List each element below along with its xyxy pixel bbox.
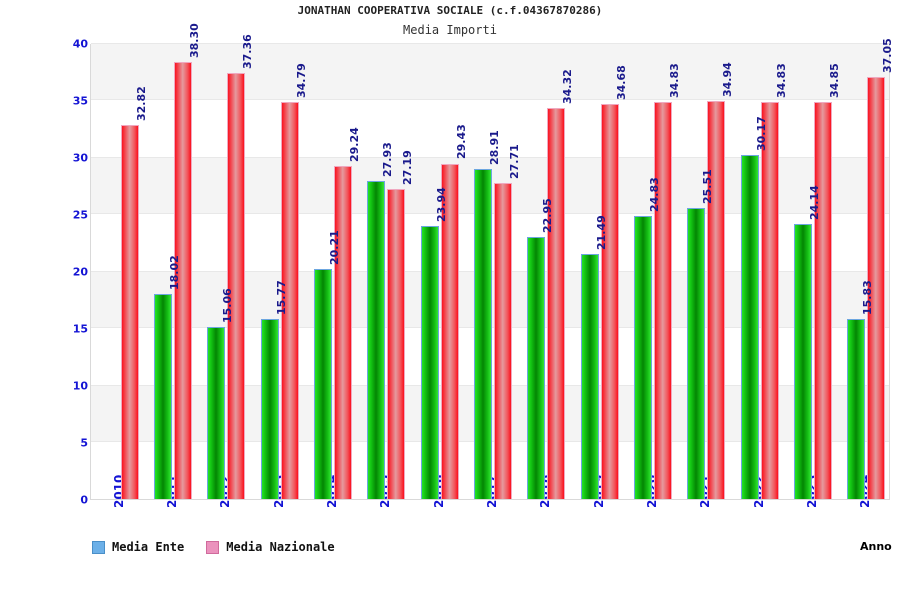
x-axis-label: Anno: [860, 540, 892, 553]
bar-value-label-media-nazionale-2021: 34.94: [721, 61, 735, 97]
bar-value-label-media-nazionale-2010: 32.82: [134, 86, 148, 121]
bar-value-label-media-ente-2016: 23.94: [434, 187, 448, 223]
y-axis-tick-label: 15: [72, 322, 88, 336]
bar-media-ente-2022[interactable]: [740, 155, 759, 499]
bar-media-nazionale-2017[interactable]: [494, 183, 512, 499]
bar-media-nazionale-2016[interactable]: [440, 163, 459, 499]
bar-value-label-media-ente-2022: 30.17: [754, 116, 768, 152]
bar-media-ente-2011[interactable]: [154, 293, 172, 499]
plot-area: 32.82 18.02 38.30 15.06 37.36 15.77 34.79 20.21…: [90, 24, 894, 500]
bar-value-label-media-nazionale-2011: 38.30: [188, 23, 201, 59]
bar-value-label-media-ente-2011: 18.02: [168, 254, 181, 290]
bar-value-label-media-ente-2019: 21.49: [594, 215, 608, 250]
chart-legend: Media Ente Media Nazionale: [92, 540, 335, 554]
bar-value-label-media-nazionale-2018: 34.32: [561, 68, 575, 104]
y-axis-tick-label: 25: [72, 208, 88, 222]
bar-value-label-media-nazionale-2020: 34.83: [668, 63, 681, 98]
bar-media-ente-2017[interactable]: [474, 169, 492, 499]
bar-value-label-media-ente-2015: 27.93: [381, 141, 395, 177]
bar-media-nazionale-2024[interactable]: [867, 76, 886, 499]
bar-media-nazionale-2022[interactable]: [760, 101, 779, 499]
bar-media-ente-2018[interactable]: [527, 237, 546, 499]
bar-media-nazionale-2011[interactable]: [174, 62, 192, 499]
bar-media-nazionale-2015[interactable]: [387, 189, 406, 499]
bar-media-ente-2024[interactable]: [847, 318, 866, 499]
bar-value-label-media-ente-2018: 22.95: [541, 198, 555, 234]
bar-media-nazionale-2014[interactable]: [334, 165, 352, 499]
y-axis-tick-label: 30: [72, 151, 88, 165]
bar-media-nazionale-2018[interactable]: [547, 107, 566, 499]
legend-swatch-icon-media-nazionale: [206, 540, 220, 554]
bar-media-ente-2021[interactable]: [687, 208, 706, 499]
y-axis-tick-label: 35: [72, 94, 88, 108]
bar-media-nazionale-2012[interactable]: [227, 73, 246, 499]
bar-media-nazionale-2013[interactable]: [280, 102, 299, 499]
bar-media-ente-2016[interactable]: [420, 226, 439, 499]
legend-label-media-nazionale: Media Nazionale: [226, 540, 335, 554]
bar-value-label-media-ente-2012: 15.06: [221, 288, 235, 324]
bar-value-label-media-nazionale-2016: 29.43: [454, 124, 468, 160]
bar-value-label-media-nazionale-2022: 34.83: [774, 63, 788, 98]
bar-media-ente-2020[interactable]: [634, 215, 652, 499]
bar-value-label-media-ente-2023: 24.14: [808, 185, 821, 220]
bar-value-label-media-nazionale-2013: 34.79: [294, 63, 308, 99]
bar-media-ente-2019[interactable]: [580, 254, 599, 499]
y-axis-tick-label: 20: [72, 265, 88, 279]
y-axis-tick-label: 40: [72, 37, 88, 51]
y-axis-tick-label: 10: [72, 379, 88, 393]
bar-value-label-media-nazionale-2017: 27.71: [508, 144, 521, 180]
bar-value-label-media-nazionale-2012: 37.36: [241, 34, 255, 70]
bar-value-label-media-ente-2021: 25.51: [701, 169, 715, 205]
legend-item-media-ente[interactable]: Media Ente: [92, 540, 184, 554]
chart-subtitle: Media Importi: [403, 23, 497, 37]
y-axis-tick-label: 0: [80, 493, 88, 507]
bar-value-label-media-ente-2020: 24.83: [648, 177, 661, 212]
bar-value-label-media-nazionale-2024: 37.05: [881, 37, 895, 73]
legend-item-media-nazionale[interactable]: Media Nazionale: [206, 540, 335, 554]
bar-media-nazionale-2023[interactable]: [814, 101, 832, 499]
bar-value-label-media-ente-2017: 28.91: [488, 130, 501, 166]
bar-media-nazionale-2010[interactable]: [120, 124, 139, 499]
bar-value-label-media-nazionale-2014: 29.24: [348, 126, 361, 162]
bar-value-label-media-ente-2024: 15.83: [861, 279, 875, 315]
legend-swatch-icon-media-ente: [92, 540, 105, 554]
bar-value-label-media-nazionale-2023: 34.85: [828, 62, 841, 98]
bar-media-ente-2015[interactable]: [367, 180, 386, 499]
bar-value-label-media-ente-2013: 15.77: [274, 280, 288, 316]
legend-label-media-ente: Media Ente: [112, 540, 185, 554]
grid-band: [91, 43, 889, 100]
bar-media-ente-2023[interactable]: [794, 223, 812, 499]
bar-media-nazionale-2019[interactable]: [600, 103, 619, 499]
chart-title: JONATHAN COOPERATIVA SOCIALE (c.f.043678…: [297, 4, 603, 17]
bar-value-label-media-ente-2014: 20.21: [328, 229, 341, 265]
bar-value-label-media-nazionale-2019: 34.68: [614, 64, 628, 100]
bar-media-nazionale-2021[interactable]: [707, 100, 726, 499]
bar-value-label-media-nazionale-2015: 27.19: [401, 150, 415, 186]
bar-media-ente-2012[interactable]: [207, 327, 226, 499]
bar-media-ente-2014[interactable]: [314, 268, 332, 499]
bar-media-ente-2013[interactable]: [260, 319, 279, 499]
bar-media-nazionale-2020[interactable]: [654, 101, 672, 499]
y-axis-tick-label: 5: [80, 436, 88, 450]
